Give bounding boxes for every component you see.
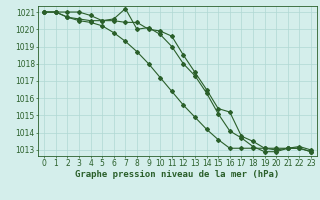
X-axis label: Graphe pression niveau de la mer (hPa): Graphe pression niveau de la mer (hPa) (76, 170, 280, 179)
